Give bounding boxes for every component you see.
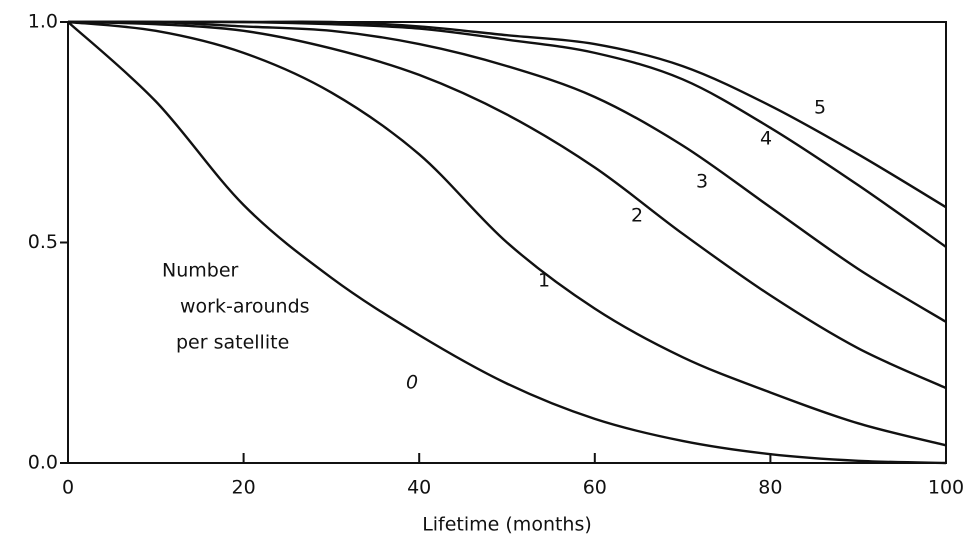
curve-label: 5 [814, 97, 826, 119]
x-tick-label: 60 [583, 477, 607, 499]
annotation: Number [162, 260, 239, 282]
curve-label: 3 [696, 171, 708, 193]
curve-label: 2 [631, 205, 643, 227]
x-axis-label: Lifetime (months) [422, 514, 592, 536]
y-tick-label: 1.0 [28, 11, 58, 33]
y-tick-label: 0.0 [28, 452, 58, 474]
y-tick-label: 0.5 [28, 231, 58, 253]
curve-label: 0 [406, 372, 418, 394]
x-tick-label: 100 [928, 477, 964, 499]
x-tick-label: 40 [407, 477, 431, 499]
curve [67, 20, 947, 323]
curve [67, 21, 947, 465]
x-tick-label: 80 [758, 477, 782, 499]
curve [67, 20, 947, 209]
curve [67, 20, 947, 248]
x-tick-label: 20 [232, 477, 256, 499]
curve [67, 20, 947, 447]
annotation: per satellite [176, 332, 289, 354]
x-tick-label: 0 [62, 477, 74, 499]
curve [67, 20, 947, 390]
curve-label: 1 [538, 270, 550, 292]
curve-label: 4 [760, 128, 772, 150]
annotation: work-arounds [180, 296, 310, 318]
